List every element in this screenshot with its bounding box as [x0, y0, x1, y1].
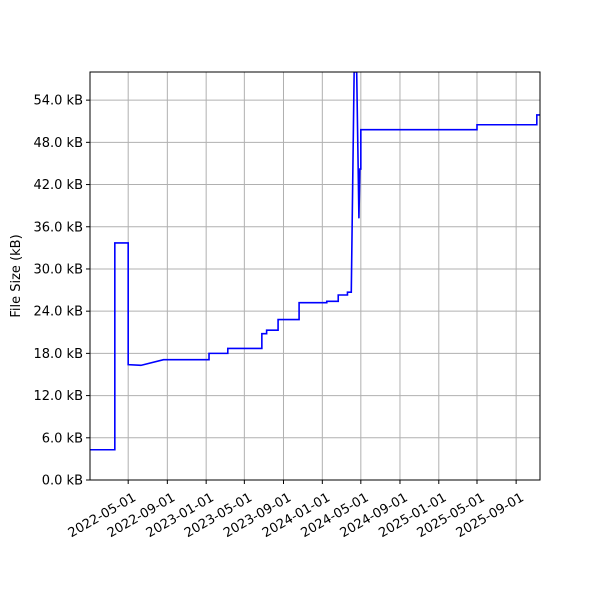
plot-frame [89, 71, 541, 481]
y-tick-label: 0.0 kB [42, 474, 83, 489]
y-tick-label: 30.0 kB [33, 262, 83, 277]
y-tick-label: 6.0 kB [42, 431, 83, 446]
y-tick-label: 12.0 kB [33, 389, 83, 404]
series-layer [90, 72, 540, 451]
y-tick-label: 36.0 kB [33, 220, 83, 235]
y-tick-label: 48.0 kB [33, 136, 83, 151]
y-axis-label: File Size (kB) [9, 234, 24, 317]
series-line [90, 72, 540, 451]
y-tick-label: 24.0 kB [33, 305, 83, 320]
y-tick-label: 18.0 kB [33, 347, 83, 362]
y-axis: 0.0 kB 6.0 kB 12.0 kB 18.0 kB 24.0 kB 30.0 kB… [33, 94, 90, 489]
y-tick-label: 42.0 kB [33, 178, 83, 193]
grid-lines [90, 72, 540, 481]
x-axis: 2022-05-012022-09-012023-01-012023-05-01… [66, 480, 527, 541]
y-tick-label: 54.0 kB [33, 94, 83, 109]
